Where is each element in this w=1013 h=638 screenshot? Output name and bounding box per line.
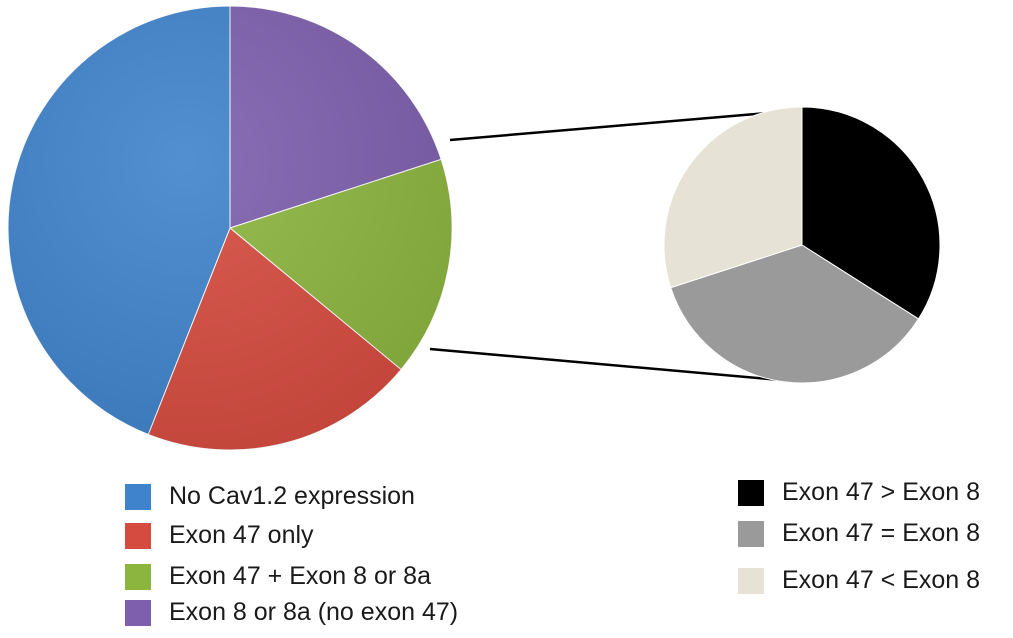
legend-swatch-gray <box>738 520 764 547</box>
legend-label: Exon 8 or 8a (no exon 47) <box>169 598 459 626</box>
legend-label: Exon 47 only <box>169 521 314 549</box>
legend-swatch-green <box>125 563 151 590</box>
legend-swatch-purple <box>125 599 151 626</box>
legend-item-exon8-only: Exon 8 or 8a (no exon 47) <box>125 598 458 627</box>
sub-pie <box>663 106 941 384</box>
pie-slice-exon-47-exon-8 <box>670 244 920 384</box>
legend-label: Exon 47 + Exon 8 or 8a <box>169 562 431 590</box>
pie-slice-exon-47-exon-8 <box>663 106 803 289</box>
legend-item-exon47-only: Exon 47 only <box>125 521 314 550</box>
legend-label: Exon 47 > Exon 8 <box>782 478 981 506</box>
connector-line-top <box>449 108 803 142</box>
connector-line-bottom <box>429 347 781 382</box>
legend-label: Exon 47 < Exon 8 <box>782 566 981 594</box>
legend-item-exon47-greater: Exon 47 > Exon 8 <box>738 478 980 507</box>
legend-label: No Cav1.2 expression <box>169 482 415 510</box>
legend-swatch-beige <box>738 567 764 594</box>
legend-swatch-black <box>738 479 764 506</box>
legend-swatch-red <box>125 522 151 549</box>
legend-swatch-blue <box>125 483 151 510</box>
legend-item-exon47-exon8: Exon 47 + Exon 8 or 8a <box>125 562 431 591</box>
pie-slice-exon-47-exon-8 <box>801 106 941 320</box>
legend-item-exon47-equal: Exon 47 = Exon 8 <box>738 519 980 548</box>
legend-item-exon47-less: Exon 47 < Exon 8 <box>738 566 980 595</box>
main-pie <box>7 5 453 451</box>
legend-label: Exon 47 = Exon 8 <box>782 519 981 547</box>
legend-item-no-cav12: No Cav1.2 expression <box>125 482 415 511</box>
